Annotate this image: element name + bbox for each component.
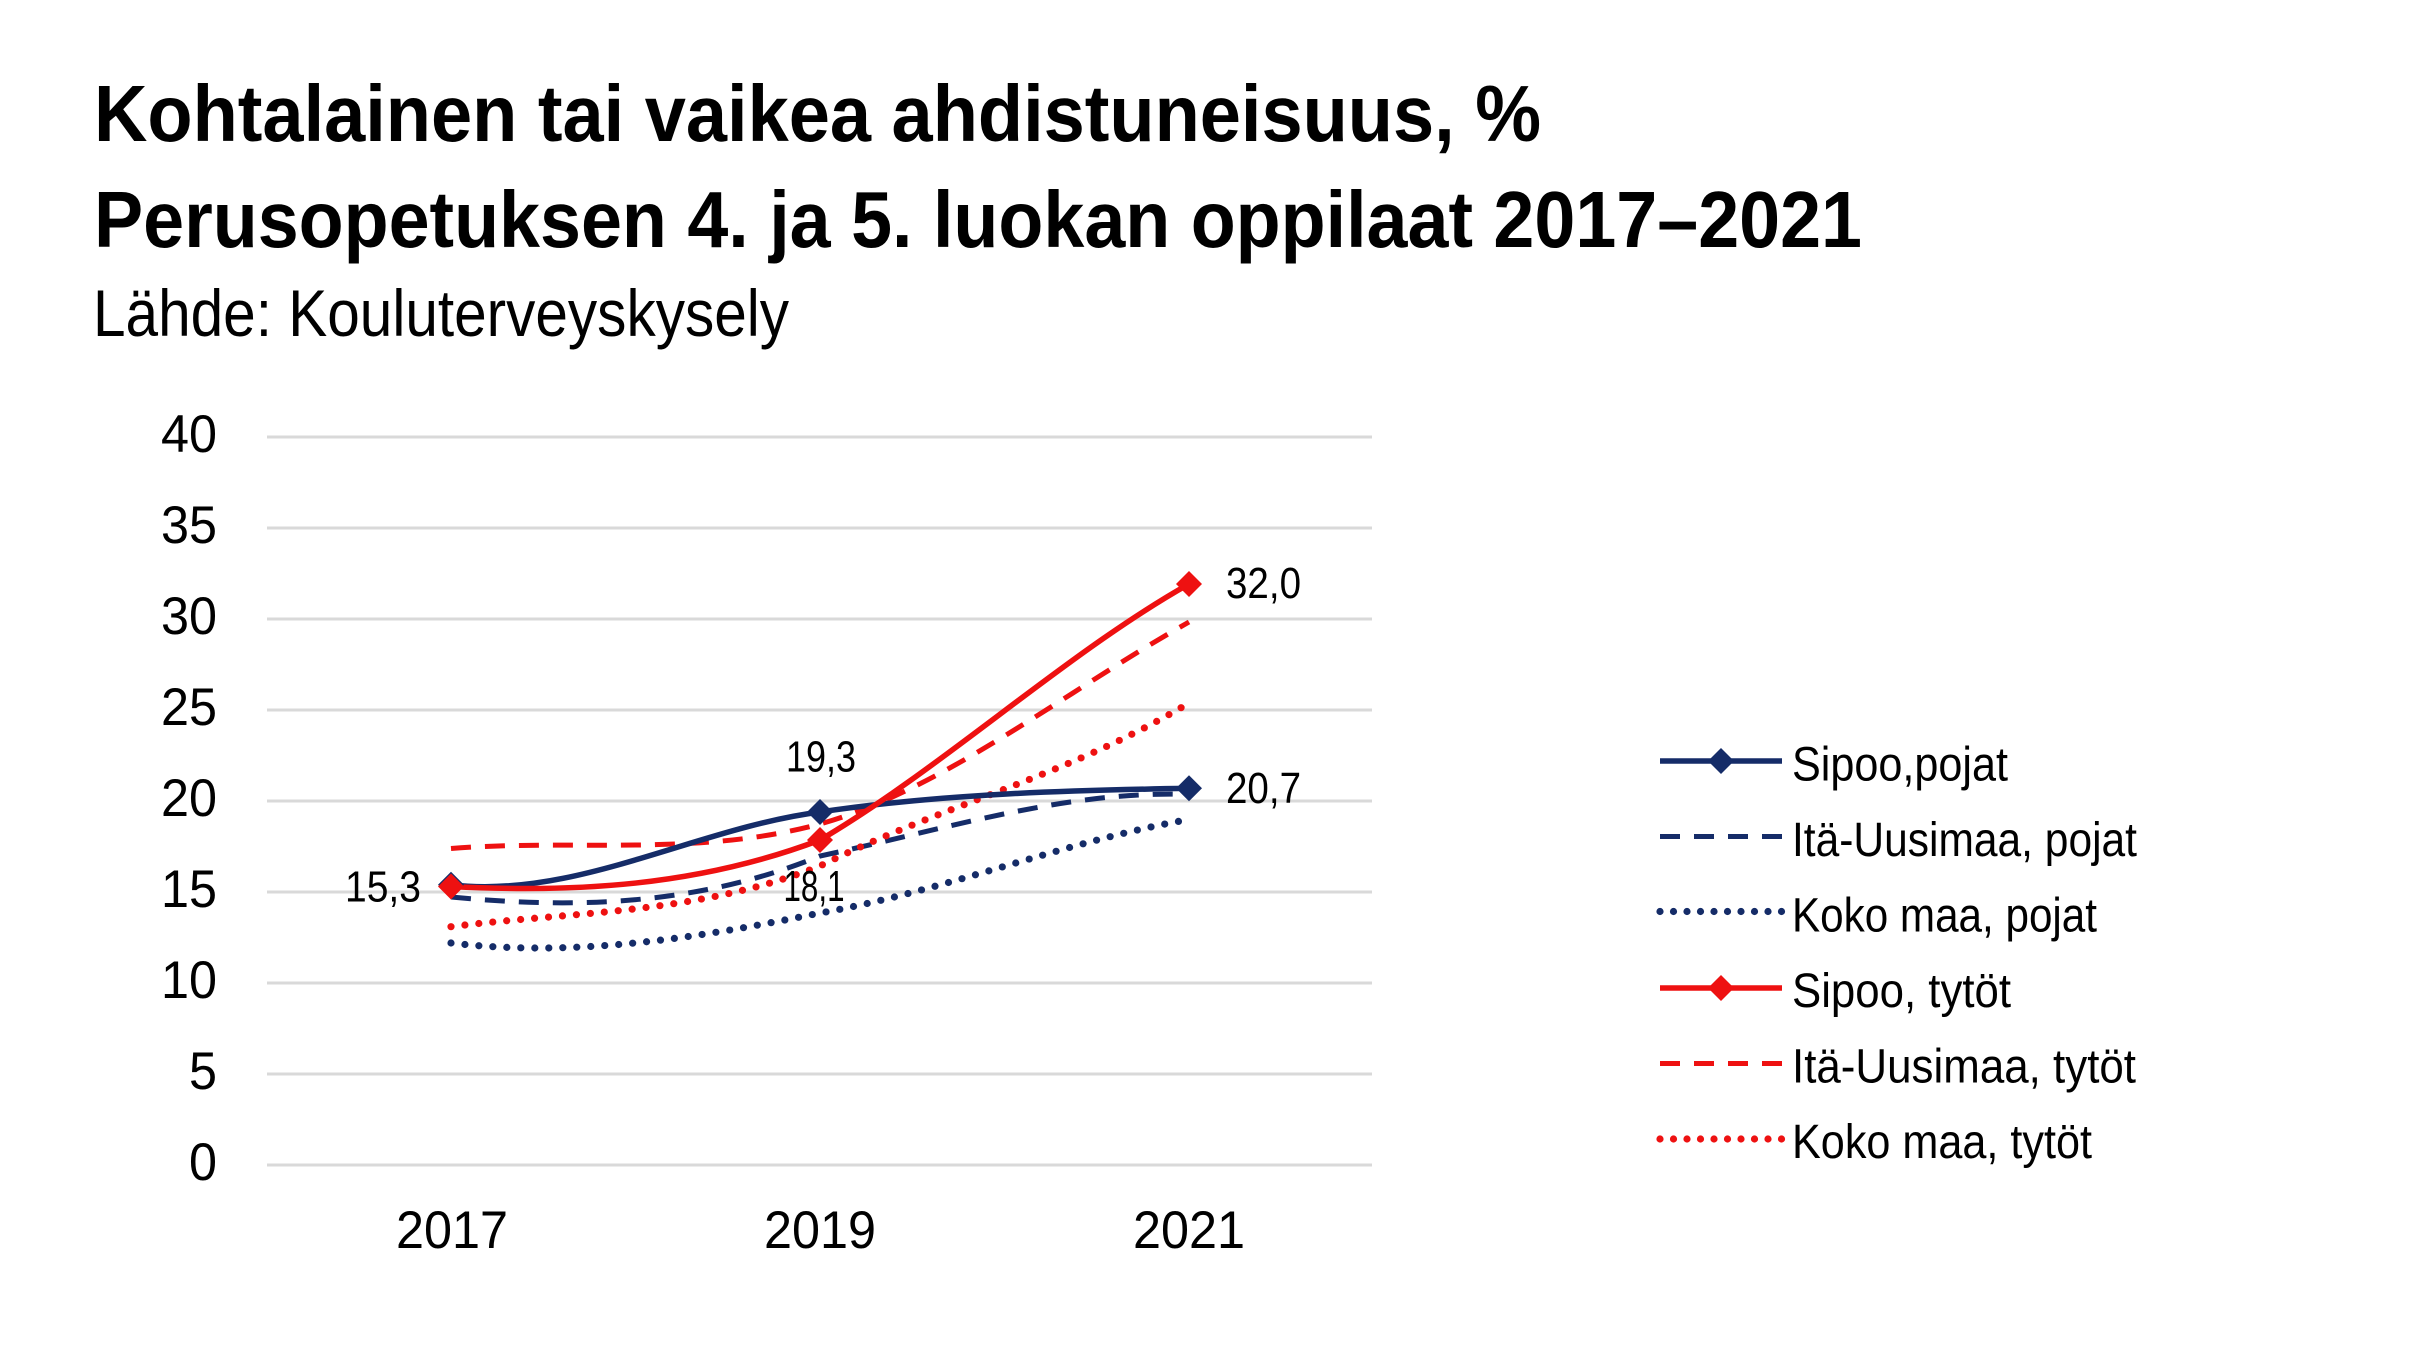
svg-text:15: 15 (161, 860, 217, 919)
svg-text:2017: 2017 (396, 1201, 508, 1260)
svg-text:25: 25 (161, 678, 217, 737)
svg-text:10: 10 (161, 951, 217, 1010)
svg-text:5: 5 (189, 1042, 217, 1101)
svg-text:30: 30 (161, 587, 217, 646)
svg-text:2021: 2021 (1133, 1201, 1245, 1260)
svg-text:Kohtalainen tai vaikea ahdistu: Kohtalainen tai vaikea ahdistuneisuus, % (94, 69, 1541, 158)
svg-text:Itä-Uusimaa, tytöt: Itä-Uusimaa, tytöt (1792, 1041, 2136, 1094)
svg-text:Koko maa, pojat: Koko maa, pojat (1792, 890, 2097, 943)
svg-text:19,3: 19,3 (786, 733, 856, 782)
svg-text:20,7: 20,7 (1226, 764, 1301, 813)
svg-text:18,1: 18,1 (784, 862, 845, 911)
svg-text:15,3: 15,3 (345, 863, 421, 912)
svg-text:0: 0 (189, 1133, 217, 1192)
svg-text:Sipoo,pojat: Sipoo,pojat (1792, 739, 2008, 792)
svg-text:Sipoo, tytöt: Sipoo, tytöt (1792, 965, 2011, 1018)
svg-text:20: 20 (161, 769, 217, 828)
svg-text:32,0: 32,0 (1226, 559, 1301, 608)
svg-text:Perusopetuksen 4. ja 5. luokan: Perusopetuksen 4. ja 5. luokan oppilaat … (94, 175, 1862, 264)
svg-text:Itä-Uusimaa, pojat: Itä-Uusimaa, pojat (1792, 814, 2137, 867)
svg-text:Lähde: Kouluterveyskysely: Lähde: Kouluterveyskysely (93, 276, 789, 350)
svg-text:40: 40 (161, 405, 217, 464)
svg-text:Koko maa, tytöt: Koko maa, tytöt (1792, 1116, 2092, 1169)
svg-text:35: 35 (161, 496, 217, 555)
svg-text:2019: 2019 (764, 1201, 876, 1260)
